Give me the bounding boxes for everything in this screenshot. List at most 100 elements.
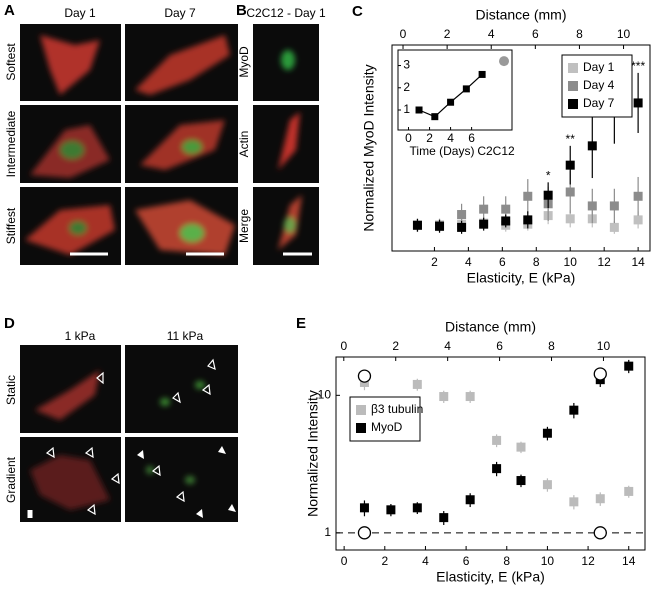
panel-label: C <box>352 3 363 20</box>
marker <box>457 210 467 220</box>
y-axis-label: Normalized Intensity <box>305 390 321 517</box>
x2-tick-label: 0 <box>340 339 347 353</box>
marker <box>633 215 643 225</box>
y-tick-label: 1 <box>324 525 331 539</box>
x-axis-label: Time (Days) <box>410 144 475 158</box>
marker <box>565 187 575 197</box>
x2-tick-label: 10 <box>617 27 631 41</box>
marker <box>633 191 643 201</box>
marker <box>412 503 422 513</box>
x2-tick-label: 8 <box>548 339 555 353</box>
marker <box>516 476 526 486</box>
row-label: Gradient <box>4 456 18 503</box>
marker <box>386 505 396 515</box>
panel-label: D <box>4 315 15 332</box>
row-label: Intermediate <box>4 110 18 177</box>
marker <box>478 70 486 78</box>
x2-tick-label: 8 <box>576 27 583 41</box>
x-tick-label: 14 <box>631 255 645 269</box>
row-label: Actin <box>237 131 251 158</box>
marker <box>587 201 597 211</box>
marker <box>609 201 619 211</box>
row-label: Static <box>4 375 18 405</box>
x2-tick-label: 2 <box>444 27 451 41</box>
legend-swatch <box>568 63 578 73</box>
x-axis-label: Elasticity, E (kPa) <box>467 270 576 286</box>
significance: *** <box>631 59 645 73</box>
marker <box>595 494 605 504</box>
marker <box>435 221 445 231</box>
x-tick-label: 6 <box>463 554 470 568</box>
marker <box>457 222 467 232</box>
open-marker <box>593 367 607 381</box>
x-tick-label: 8 <box>533 255 540 269</box>
x2-tick-label: 4 <box>444 339 451 353</box>
marker <box>565 160 575 170</box>
marker <box>624 361 634 371</box>
marker <box>462 85 470 93</box>
marker <box>523 215 533 225</box>
row-label: Softest <box>4 43 18 81</box>
plot-frame <box>391 44 651 252</box>
legend-label: Day 1 <box>583 60 615 74</box>
marker <box>479 204 489 214</box>
marker <box>447 98 455 106</box>
x2-tick-label: 4 <box>488 27 495 41</box>
inset-frame <box>397 49 513 131</box>
marker <box>359 503 369 513</box>
x-tick-label: 2 <box>381 554 388 568</box>
x-tick-label: 12 <box>597 255 611 269</box>
micrographs-d <box>20 345 238 522</box>
x-tick-label: 6 <box>499 255 506 269</box>
column-label: 1 kPa <box>65 329 96 343</box>
legend-swatch <box>568 81 578 91</box>
y-tick-label: 10 <box>318 387 332 401</box>
x-tick-label: 2 <box>431 255 438 269</box>
row-label: MyoD <box>237 46 251 78</box>
marker <box>565 214 575 224</box>
x-tick-label: 4 <box>465 255 472 269</box>
x-tick-label: 8 <box>503 554 510 568</box>
marker <box>542 428 552 438</box>
x2-tick-label: 2 <box>392 339 399 353</box>
x-tick-label: 10 <box>541 554 555 568</box>
x2-tick-label: 6 <box>532 27 539 41</box>
significance: ** <box>566 132 576 146</box>
y-tick-label: 3 <box>403 58 410 72</box>
x2-axis-label: Distance (mm) <box>445 319 536 335</box>
marker <box>465 495 475 505</box>
x2-tick-label: 0 <box>400 27 407 41</box>
marker <box>609 222 619 232</box>
marker <box>439 392 449 402</box>
marker <box>479 219 489 229</box>
x2-tick-label: 6 <box>496 339 503 353</box>
x-tick-label: 0 <box>405 131 412 145</box>
legend-label: Day 7 <box>583 96 615 110</box>
marker <box>412 379 422 389</box>
row-label: Stiffest <box>4 207 18 244</box>
marker <box>624 486 634 496</box>
micrographs-b <box>253 24 319 265</box>
row-label: Merge <box>237 209 251 243</box>
legend-box <box>349 396 421 442</box>
legend-swatch <box>356 423 366 433</box>
column-label: Day 7 <box>164 6 196 20</box>
open-marker <box>357 369 372 383</box>
panel-title: C2C12 - Day 1 <box>246 6 326 20</box>
marker <box>633 98 643 108</box>
x-tick-label: 6 <box>468 131 475 145</box>
panel-label: B <box>236 2 247 19</box>
marker <box>465 392 475 402</box>
marker <box>415 106 423 114</box>
marker <box>492 435 502 445</box>
x-axis-label: Elasticity, E (kPa) <box>436 569 545 585</box>
marker <box>439 513 449 523</box>
legend-swatch <box>568 99 578 109</box>
marker <box>542 480 552 490</box>
open-marker <box>593 526 607 540</box>
micrographs-a <box>20 24 238 265</box>
x-tick-label: 4 <box>447 131 454 145</box>
marker <box>412 220 422 230</box>
